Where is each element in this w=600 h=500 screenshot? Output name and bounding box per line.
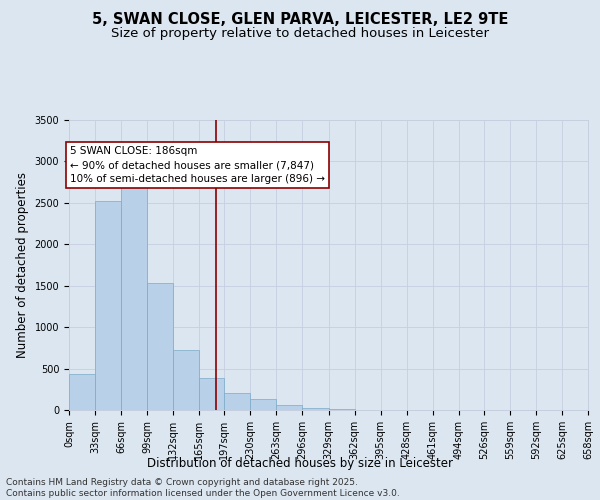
Y-axis label: Number of detached properties: Number of detached properties (16, 172, 29, 358)
Bar (250, 399, 277, 410)
Text: Size of property relative to detached houses in Leicester: Size of property relative to detached ho… (111, 28, 489, 40)
Bar (329, 409, 355, 410)
Bar (199, 378, 224, 410)
Bar (95, 201, 121, 410)
Text: Distribution of detached houses by size in Leicester: Distribution of detached houses by size … (147, 458, 453, 470)
Bar (277, 405, 302, 410)
Bar (224, 394, 250, 410)
Bar (69, 374, 95, 410)
Bar (147, 283, 173, 410)
Text: Contains HM Land Registry data © Crown copyright and database right 2025.
Contai: Contains HM Land Registry data © Crown c… (6, 478, 400, 498)
Text: 5 SWAN CLOSE: 186sqm
← 90% of detached houses are smaller (7,847)
10% of semi-de: 5 SWAN CLOSE: 186sqm ← 90% of detached h… (70, 146, 325, 184)
Text: 5, SWAN CLOSE, GLEN PARVA, LEICESTER, LE2 9TE: 5, SWAN CLOSE, GLEN PARVA, LEICESTER, LE… (92, 12, 508, 28)
Bar (121, 178, 147, 410)
Bar (302, 408, 329, 410)
Bar (173, 350, 199, 410)
